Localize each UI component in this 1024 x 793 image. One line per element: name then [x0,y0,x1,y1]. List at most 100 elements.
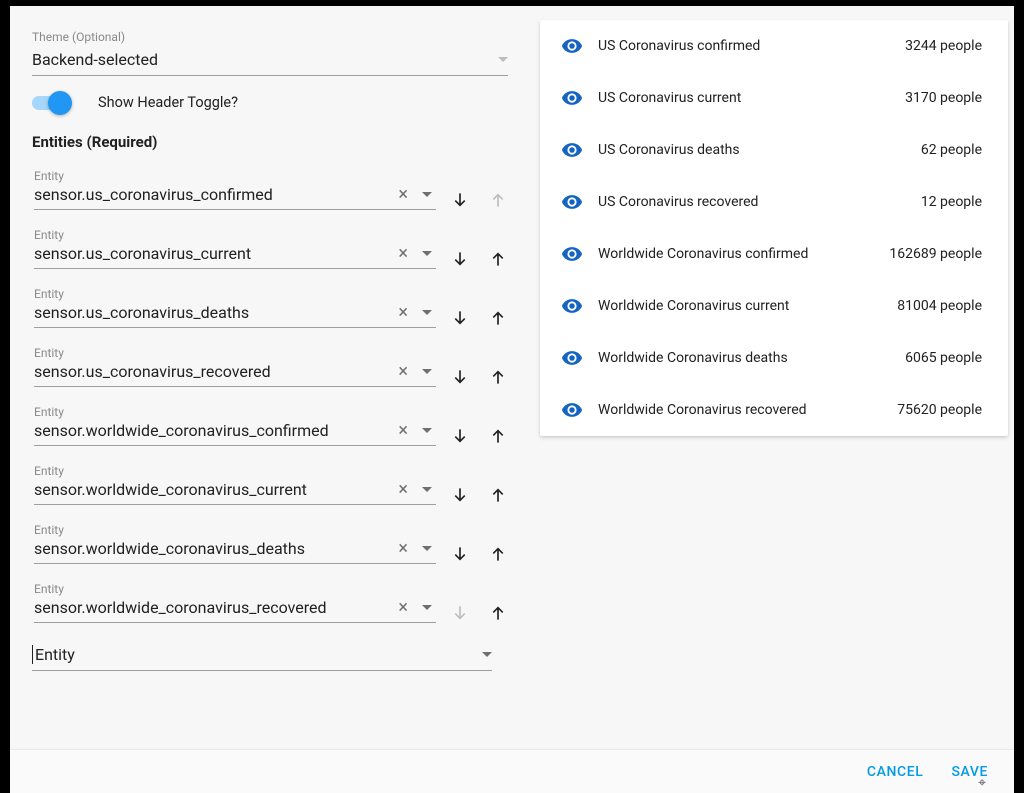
save-button[interactable]: Save [937,756,1002,788]
entities-list: Entitysensor.us_coronavirus_confirmed×En… [34,169,508,623]
entity-row-actions [436,308,508,328]
clear-icon[interactable]: × [392,363,414,381]
clear-icon[interactable]: × [392,599,414,617]
entity-field-label: Entity [34,582,436,596]
move-up-button[interactable] [488,603,508,623]
move-up-button[interactable] [488,426,508,446]
new-entity-select[interactable]: Entity [32,641,492,671]
header-toggle-row: Show Header Toggle? [32,94,508,111]
move-down-button[interactable] [450,367,470,387]
clear-icon[interactable]: × [392,481,414,499]
clear-icon[interactable]: × [392,540,414,558]
clear-icon[interactable]: × [392,245,414,263]
move-down-button[interactable] [450,249,470,269]
preview-entity-value: 81004 people [897,298,982,314]
preview-row[interactable]: US Coronavirus current3170 people [540,72,1008,124]
preview-entity-name: US Coronavirus current [584,90,905,106]
preview-row[interactable]: Worldwide Coronavirus recovered75620 peo… [540,384,1008,436]
entity-row-actions [436,190,508,210]
preview-row[interactable]: US Coronavirus deaths62 people [540,124,1008,176]
theme-field: Theme (Optional) Backend-selected [32,30,508,76]
move-up-button[interactable] [488,367,508,387]
entity-row-actions [436,544,508,564]
clear-icon[interactable]: × [392,304,414,322]
eye-icon [560,138,584,162]
entity-value: sensor.us_coronavirus_confirmed [34,185,392,204]
preview-entity-name: US Coronavirus recovered [584,194,921,210]
entity-field-label: Entity [34,464,436,478]
eye-icon [560,398,584,422]
chevron-down-icon [482,652,492,657]
eye-icon [560,294,584,318]
entity-select[interactable]: sensor.us_coronavirus_recovered× [34,362,436,387]
preview-entity-value: 162689 people [889,246,982,262]
entity-field: Entitysensor.us_coronavirus_confirmed× [34,169,436,210]
clear-icon[interactable]: × [392,186,414,204]
entity-row: Entity sensor.worldwide_coronavirus_death… [34,523,508,564]
move-up-button [488,190,508,210]
eye-icon [560,346,584,370]
entity-select[interactable]: sensor.worldwide_coronavirus_current× [34,480,436,505]
header-toggle-switch[interactable] [32,96,68,110]
entity-select[interactable]: sensor.us_coronavirus_deaths× [34,303,436,328]
move-down-button[interactable] [450,544,470,564]
entity-row: Entitysensor.worldwide_coronavirus_confi… [34,405,508,446]
move-up-button[interactable] [488,308,508,328]
preview-row[interactable]: Worldwide Coronavirus confirmed162689 pe… [540,228,1008,280]
editor-form: Theme (Optional) Backend-selected Show H… [10,6,530,749]
entity-field: Entity sensor.worldwide_coronavirus_death… [34,523,436,564]
move-down-button [450,603,470,623]
entity-select[interactable]: sensor.worldwide_coronavirus_confirmed× [34,421,436,446]
entity-field: Entity sensor.worldwide_coronavirus_curre… [34,464,436,505]
entity-field-label: Entity [34,523,436,537]
move-up-button[interactable] [488,544,508,564]
entity-row: Entity sensor.us_coronavirus_deaths× [34,287,508,328]
move-up-button[interactable] [488,485,508,505]
dialog-footer: Cancel Save ⌖ [10,749,1014,793]
entity-row-actions [436,485,508,505]
entity-value: sensor.worldwide_coronavirus_deaths [34,539,392,558]
preview-row[interactable]: US Coronavirus recovered12 people [540,176,1008,228]
preview-pane: US Coronavirus confirmed3244 peopleUS Co… [530,6,1014,749]
move-down-button[interactable] [450,426,470,446]
theme-select[interactable]: Backend-selected [32,46,508,76]
cancel-button[interactable]: Cancel [853,756,938,788]
preview-card: US Coronavirus confirmed3244 peopleUS Co… [540,20,1008,436]
entity-select[interactable]: sensor.us_coronavirus_current× [34,244,436,269]
entity-field-label: Entity [34,287,436,301]
entity-row: Entity sensor.worldwide_coronavirus_curre… [34,464,508,505]
clear-icon[interactable]: × [392,422,414,440]
preview-entity-name: US Coronavirus confirmed [584,38,905,54]
theme-value: Backend-selected [32,50,498,69]
entity-select[interactable]: sensor.us_coronavirus_confirmed× [34,185,436,210]
entity-select[interactable]: sensor.worldwide_coronavirus_deaths× [34,539,436,564]
eye-icon [560,190,584,214]
move-down-button[interactable] [450,190,470,210]
entity-row: Entity sensor.worldwide_coronavirus_recov… [34,582,508,623]
switch-knob [48,91,72,115]
entity-value: sensor.us_coronavirus_deaths [34,303,392,322]
preview-entity-value: 75620 people [897,402,982,418]
preview-entity-name: Worldwide Coronavirus deaths [584,350,905,366]
move-down-button[interactable] [450,308,470,328]
new-entity-placeholder: Entity [32,645,482,664]
theme-label: Theme (Optional) [32,30,508,44]
preview-entity-value: 3170 people [905,90,982,106]
preview-row[interactable]: US Coronavirus confirmed3244 people [540,20,1008,72]
move-down-button[interactable] [450,485,470,505]
preview-entity-value: 6065 people [905,350,982,366]
preview-entity-value: 12 people [921,194,982,210]
preview-entity-value: 62 people [921,142,982,158]
chevron-down-icon [422,369,432,374]
entity-value: sensor.us_coronavirus_current [34,244,392,263]
preview-row[interactable]: Worldwide Coronavirus deaths6065 people [540,332,1008,384]
entity-select[interactable]: sensor.worldwide_coronavirus_recovered× [34,598,436,623]
move-up-button[interactable] [488,249,508,269]
entity-row-actions [436,603,508,623]
chevron-down-icon [422,487,432,492]
preview-entity-name: Worldwide Coronavirus current [584,298,897,314]
preview-row[interactable]: Worldwide Coronavirus current81004 peopl… [540,280,1008,332]
entity-field-label: Entity [34,346,436,360]
preview-entity-name: Worldwide Coronavirus recovered [584,402,897,418]
entity-field: Entitysensor.worldwide_coronavirus_confi… [34,405,436,446]
